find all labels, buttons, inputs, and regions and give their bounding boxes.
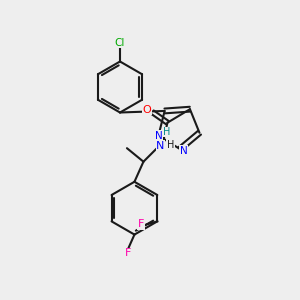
- Text: F: F: [125, 248, 132, 258]
- Text: N: N: [154, 130, 162, 141]
- Text: O: O: [143, 105, 152, 115]
- Text: Cl: Cl: [115, 38, 125, 48]
- Text: H: H: [163, 127, 171, 137]
- Text: F: F: [138, 219, 144, 230]
- Text: H: H: [167, 140, 174, 150]
- Text: N: N: [156, 141, 165, 151]
- Text: N: N: [180, 146, 188, 155]
